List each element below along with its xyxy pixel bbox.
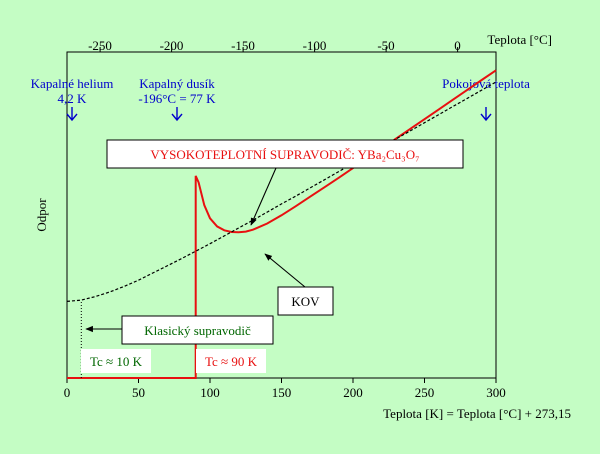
x-tick-label-3: 150 bbox=[272, 385, 292, 400]
series-high-temp-superconductor-line bbox=[67, 69, 497, 379]
annotation-tc-90: Tc ≈ 90 K bbox=[196, 349, 266, 373]
marker-liquid-helium-name: Kapalné helium bbox=[31, 76, 114, 91]
marker-liquid-helium-arrow-icon bbox=[66, 107, 78, 122]
annotation-kov: KOV bbox=[277, 286, 334, 316]
annotation-tc-90-text: Tc ≈ 90 K bbox=[205, 354, 258, 369]
marker-liquid-nitrogen-value: -196°C = 77 K bbox=[138, 91, 216, 106]
x-tick-label-4: 200 bbox=[343, 385, 363, 400]
annotation-ybco-arrow bbox=[250, 167, 277, 226]
marker-liquid-nitrogen-name: Kapalný dusík bbox=[139, 76, 215, 91]
x-tick-label-5: 250 bbox=[415, 385, 435, 400]
marker-liquid-helium: Kapalné helium 4,2 K bbox=[31, 76, 114, 122]
annotation-ybco-text: VYSOKOTEPLOTNÍ SUPRAVODIČ: YBa₂Cu₃O₇ bbox=[150, 147, 419, 162]
series-metal-line bbox=[66, 81, 497, 302]
marker-room-temperature-name: Pokojová teplota bbox=[442, 76, 530, 91]
marker-liquid-nitrogen-arrow-icon bbox=[171, 107, 183, 122]
annotation-classic: Klasický supravodič bbox=[121, 315, 274, 345]
annotation-tc-10-text: Tc ≈ 10 K bbox=[90, 354, 143, 369]
x2-axis-title: Teplota [°C] bbox=[487, 32, 552, 47]
x-tick-label-2: 100 bbox=[200, 385, 220, 400]
x-axis-title: Teplota [K] = Teplota [°C] + 273,15 bbox=[383, 406, 571, 421]
x2-tick-label-2: -150 bbox=[231, 38, 255, 53]
y-axis-title: Odpor bbox=[34, 198, 49, 232]
x2-tick-label-4: -50 bbox=[377, 38, 394, 53]
annotation-kov-arrow bbox=[264, 253, 306, 288]
annotation-ybco: VYSOKOTEPLOTNÍ SUPRAVODIČ: YBa₂Cu₃O₇ bbox=[106, 139, 464, 169]
x-tick-label-0: 0 bbox=[64, 385, 71, 400]
x2-tick-label-5: 0 bbox=[454, 38, 461, 53]
marker-room-temperature-arrow-icon bbox=[480, 107, 492, 122]
marker-room-temperature: Pokojová teplota bbox=[442, 76, 530, 122]
x2-tick-label-1: -200 bbox=[160, 38, 184, 53]
annotation-tc-10: Tc ≈ 10 K bbox=[81, 349, 151, 373]
x-tick-label-6: 300 bbox=[486, 385, 506, 400]
x-tick-label-1: 50 bbox=[132, 385, 145, 400]
annotation-classic-text: Klasický supravodič bbox=[144, 323, 251, 338]
x2-tick-label-0: -250 bbox=[88, 38, 112, 53]
marker-liquid-helium-value: 4,2 K bbox=[58, 91, 88, 106]
axis-ticks bbox=[66, 47, 497, 383]
annotation-kov-text: KOV bbox=[291, 294, 320, 309]
marker-liquid-nitrogen: Kapalný dusík -196°C = 77 K bbox=[138, 76, 216, 122]
x2-tick-label-3: -100 bbox=[303, 38, 327, 53]
